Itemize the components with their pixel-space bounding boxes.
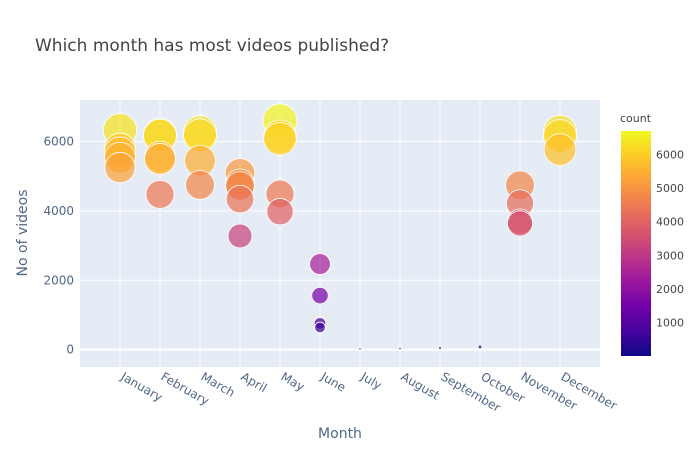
data-point [309, 253, 331, 275]
y-tick-label: 4000 [43, 204, 74, 218]
y-tick-label: 2000 [43, 273, 74, 287]
data-point [185, 170, 215, 200]
y-tick-label: 6000 [43, 135, 74, 149]
data-point [104, 152, 136, 184]
data-point [543, 133, 577, 166]
colorbar-tick-label: 6000 [656, 149, 684, 162]
x-axis-title: Month [318, 426, 362, 442]
data-point [263, 122, 297, 156]
x-tick-label: May [279, 369, 307, 394]
x-tick-label: August [399, 369, 443, 402]
data-point [314, 321, 326, 334]
colorbar: count 1000 2000 3000 4000 5000 6000 [620, 112, 684, 356]
x-tick-label: July [358, 369, 385, 392]
data-point [266, 198, 294, 226]
colorbar-tick-label: 4000 [656, 216, 684, 229]
colorbar-tick-label: 5000 [656, 182, 684, 195]
data-point [506, 210, 534, 237]
y-tick-label: 0 [66, 343, 74, 357]
colorbar-title: count [620, 112, 652, 125]
colorbar-tick-label: 1000 [656, 316, 684, 329]
data-point [398, 346, 402, 351]
x-tick-label: June [318, 369, 349, 395]
data-points [102, 103, 577, 351]
data-point [358, 347, 362, 351]
colorbar-gradient [621, 131, 651, 356]
data-point [227, 223, 253, 249]
data-point [145, 179, 175, 209]
x-tick-label: April [239, 369, 270, 395]
y-tick-labels: 0 2000 4000 6000 [43, 135, 74, 357]
data-point [225, 184, 255, 214]
colorbar-tick-label: 2000 [656, 283, 684, 296]
colorbar-tick-label: 3000 [656, 249, 684, 262]
y-axis-title: No of videos [15, 190, 31, 277]
data-point [144, 143, 176, 175]
x-tick-label: January [118, 369, 165, 404]
data-point [311, 286, 329, 305]
data-point [477, 344, 483, 350]
colorbar-ticks: 1000 2000 3000 4000 5000 6000 [656, 149, 684, 330]
chart-title: Which month has most videos published? [35, 36, 389, 56]
data-point [438, 346, 442, 350]
